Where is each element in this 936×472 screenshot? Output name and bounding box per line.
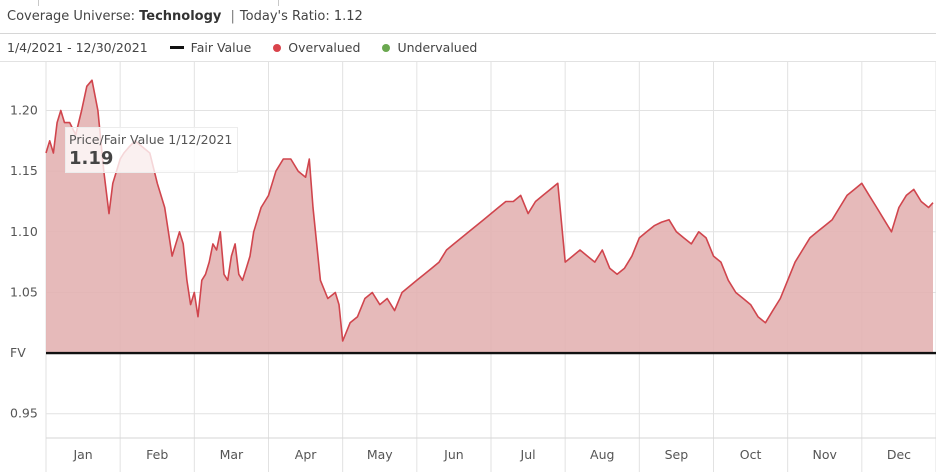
y-tick-label: 1.10 bbox=[10, 224, 38, 239]
coverage-universe-label: Coverage Universe: bbox=[7, 9, 135, 24]
legend-item-fair-value[interactable]: Fair Value bbox=[169, 40, 252, 55]
x-tick-label: May bbox=[367, 447, 393, 462]
x-tick-label: Jun bbox=[443, 447, 464, 462]
legend-label-undervalued: Undervalued bbox=[397, 40, 478, 55]
legend-item-undervalued[interactable]: Undervalued bbox=[382, 40, 477, 55]
x-tick-label: Jul bbox=[520, 447, 536, 462]
x-tick-label: Apr bbox=[295, 447, 317, 462]
chart-header: Coverage Universe: Technology | Today's R… bbox=[0, 0, 936, 34]
chart-legend: 1/4/2021 - 12/30/2021 Fair Value Overval… bbox=[0, 34, 936, 62]
x-tick-label: Nov bbox=[813, 447, 838, 462]
y-tick-label: 1.05 bbox=[10, 284, 38, 299]
x-tick-label: Dec bbox=[887, 447, 911, 462]
x-tick-label: Jan bbox=[72, 447, 92, 462]
x-tick-label: Feb bbox=[146, 447, 168, 462]
legend-label-fair-value: Fair Value bbox=[190, 40, 252, 55]
tab-edge-right bbox=[278, 0, 279, 6]
overvalued-area bbox=[46, 80, 933, 354]
legend-label-overvalued: Overvalued bbox=[288, 40, 361, 55]
y-tick-label: 1.15 bbox=[10, 163, 38, 178]
x-tick-label: Sep bbox=[665, 447, 689, 462]
fair-value-swatch-icon bbox=[169, 46, 184, 49]
x-tick-label: Oct bbox=[740, 447, 762, 462]
tooltip-value: 1.19 bbox=[69, 148, 114, 169]
x-tick-label: Aug bbox=[590, 447, 614, 462]
header-text: Coverage Universe: Technology | Today's R… bbox=[7, 9, 363, 24]
header-separator: | bbox=[230, 9, 235, 24]
date-range: 1/4/2021 - 12/30/2021 bbox=[7, 40, 148, 55]
price-fair-value-line bbox=[45, 79, 934, 342]
coverage-universe-value[interactable]: Technology bbox=[139, 9, 222, 24]
tooltip-label: Price/Fair Value 1/12/2021 bbox=[69, 132, 233, 147]
y-tick-label: 1.20 bbox=[10, 103, 38, 118]
overvalued-dot-icon bbox=[273, 43, 282, 52]
undervalued-dot-icon bbox=[382, 43, 391, 52]
y-tick-label: 0.95 bbox=[10, 406, 38, 421]
x-tick-label: Mar bbox=[220, 447, 244, 462]
chart-tooltip: Price/Fair Value 1/12/2021 1.19 bbox=[65, 127, 238, 173]
price-fair-value-chart[interactable]: 0.95 FV 1.05 1.10 1.15 1.20 Jan Feb Mar Apr May Jun… bbox=[0, 62, 936, 472]
y-tick-label: FV bbox=[10, 345, 26, 360]
todays-ratio: Today's Ratio: 1.12 bbox=[239, 9, 363, 24]
tab-edge-left bbox=[38, 0, 39, 6]
legend-item-overvalued[interactable]: Overvalued bbox=[273, 40, 360, 55]
legend-row: 1/4/2021 - 12/30/2021 Fair Value Overval… bbox=[7, 40, 477, 55]
